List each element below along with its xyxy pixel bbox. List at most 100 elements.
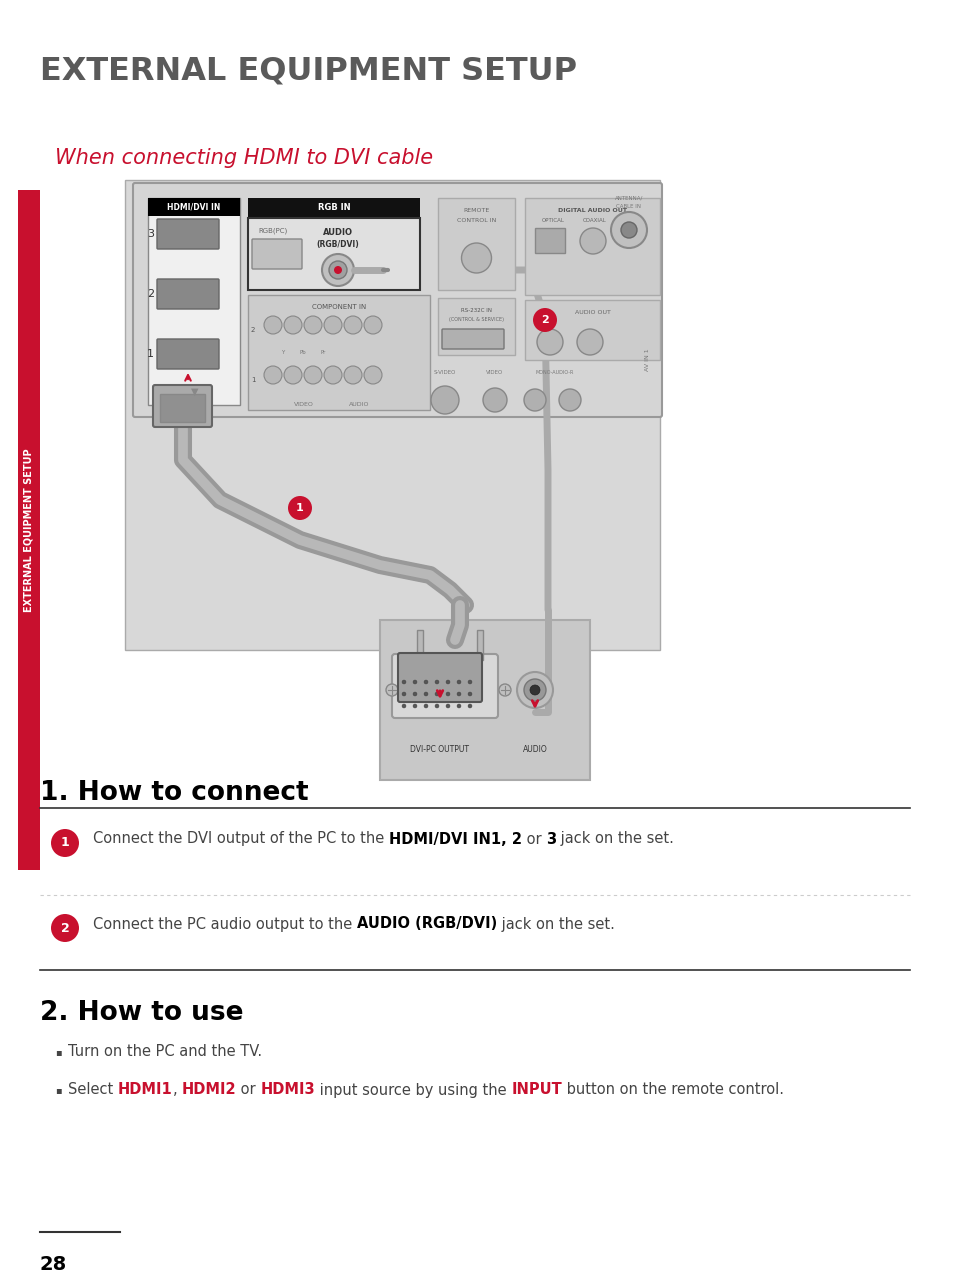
FancyBboxPatch shape xyxy=(157,219,219,249)
Text: 3: 3 xyxy=(147,229,153,239)
FancyBboxPatch shape xyxy=(441,329,503,349)
Text: AUDIO: AUDIO xyxy=(522,745,547,754)
Circle shape xyxy=(344,315,361,335)
Circle shape xyxy=(344,366,361,384)
Bar xyxy=(416,630,422,660)
Circle shape xyxy=(558,389,580,411)
Circle shape xyxy=(51,915,79,943)
Text: 2: 2 xyxy=(61,921,70,935)
Text: (RGB/DVI): (RGB/DVI) xyxy=(316,240,359,249)
Text: 1: 1 xyxy=(61,837,70,850)
Text: ▼: ▼ xyxy=(191,387,198,397)
Text: (CONTROL & SERVICE): (CONTROL & SERVICE) xyxy=(449,318,503,323)
Bar xyxy=(148,198,240,404)
Circle shape xyxy=(431,385,458,413)
Circle shape xyxy=(401,692,406,696)
Text: or: or xyxy=(521,832,545,846)
Circle shape xyxy=(523,679,545,701)
Bar xyxy=(437,198,515,290)
Text: REMOTE: REMOTE xyxy=(463,209,489,214)
Circle shape xyxy=(533,308,557,332)
Circle shape xyxy=(264,315,282,335)
FancyBboxPatch shape xyxy=(397,653,481,702)
Text: AUDIO: AUDIO xyxy=(323,228,353,237)
Circle shape xyxy=(530,686,539,695)
Text: 2: 2 xyxy=(147,289,153,299)
Circle shape xyxy=(435,681,438,684)
Text: or: or xyxy=(236,1082,260,1098)
Circle shape xyxy=(386,684,397,696)
Circle shape xyxy=(610,212,646,248)
Bar xyxy=(379,619,589,780)
Text: AUDIO OUT: AUDIO OUT xyxy=(574,309,610,314)
Text: VIDEO: VIDEO xyxy=(486,369,503,374)
Circle shape xyxy=(620,223,637,238)
Text: CONTROL IN: CONTROL IN xyxy=(456,219,496,224)
Circle shape xyxy=(284,366,302,384)
Circle shape xyxy=(423,681,428,684)
Circle shape xyxy=(334,266,341,273)
FancyBboxPatch shape xyxy=(157,279,219,309)
Circle shape xyxy=(456,692,460,696)
Text: HDMI2: HDMI2 xyxy=(182,1082,236,1098)
Text: MONO-AUDIO-R: MONO-AUDIO-R xyxy=(536,369,574,374)
Circle shape xyxy=(423,703,428,709)
Circle shape xyxy=(579,228,605,254)
FancyBboxPatch shape xyxy=(157,340,219,369)
Text: RGB(PC): RGB(PC) xyxy=(258,228,287,234)
Text: 1: 1 xyxy=(147,349,153,359)
Text: COAXIAL: COAXIAL xyxy=(582,218,606,223)
Circle shape xyxy=(456,703,460,709)
Circle shape xyxy=(523,389,545,411)
Bar xyxy=(248,198,419,218)
Circle shape xyxy=(304,315,322,335)
Bar xyxy=(18,190,40,870)
Text: 1. How to connect: 1. How to connect xyxy=(40,780,309,806)
Circle shape xyxy=(461,243,491,273)
Circle shape xyxy=(537,329,562,355)
Circle shape xyxy=(51,829,79,857)
Text: Y: Y xyxy=(281,350,284,355)
Circle shape xyxy=(482,388,506,412)
Text: EXTERNAL EQUIPMENT SETUP: EXTERNAL EQUIPMENT SETUP xyxy=(40,55,577,86)
Text: ,: , xyxy=(172,1082,182,1098)
Bar xyxy=(125,181,659,650)
Text: HDMI/DVI IN: HDMI/DVI IN xyxy=(167,202,220,211)
Circle shape xyxy=(401,681,406,684)
Circle shape xyxy=(288,496,312,520)
Circle shape xyxy=(413,692,416,696)
Bar xyxy=(476,630,482,660)
Text: 1: 1 xyxy=(251,377,255,383)
Text: 28: 28 xyxy=(40,1255,67,1272)
Text: OPTICAL: OPTICAL xyxy=(541,218,564,223)
Text: 2: 2 xyxy=(251,327,255,333)
Text: 2. How to use: 2. How to use xyxy=(40,1000,243,1027)
Circle shape xyxy=(423,692,428,696)
Bar xyxy=(437,298,515,355)
Circle shape xyxy=(468,692,472,696)
Circle shape xyxy=(304,366,322,384)
Bar xyxy=(524,198,659,295)
FancyBboxPatch shape xyxy=(392,654,497,717)
Text: ▪: ▪ xyxy=(55,1047,62,1057)
Text: CABLE IN: CABLE IN xyxy=(616,205,640,210)
Circle shape xyxy=(264,366,282,384)
Bar xyxy=(248,218,419,290)
Text: When connecting HDMI to DVI cable: When connecting HDMI to DVI cable xyxy=(55,148,433,168)
Text: AUDIO (RGB/DVI): AUDIO (RGB/DVI) xyxy=(356,917,497,931)
Text: DIGITAL AUDIO OUT: DIGITAL AUDIO OUT xyxy=(558,207,626,212)
Circle shape xyxy=(435,692,438,696)
Text: Connect the DVI output of the PC to the: Connect the DVI output of the PC to the xyxy=(92,832,389,846)
FancyBboxPatch shape xyxy=(252,239,302,268)
Text: S-VIDEO: S-VIDEO xyxy=(434,369,456,374)
Circle shape xyxy=(468,703,472,709)
Text: ▪: ▪ xyxy=(55,1085,62,1095)
Text: Connect the PC audio output to the: Connect the PC audio output to the xyxy=(92,917,356,931)
Text: RS-232C IN: RS-232C IN xyxy=(460,308,492,313)
Circle shape xyxy=(364,315,381,335)
Text: Pb: Pb xyxy=(299,350,306,355)
Text: RGB IN: RGB IN xyxy=(317,204,350,212)
Circle shape xyxy=(284,315,302,335)
Circle shape xyxy=(322,254,354,286)
Circle shape xyxy=(413,681,416,684)
